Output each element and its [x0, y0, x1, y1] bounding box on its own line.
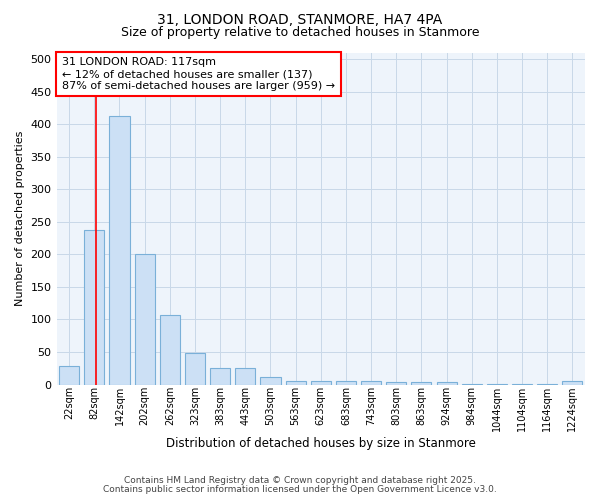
Text: Size of property relative to detached houses in Stanmore: Size of property relative to detached ho… [121, 26, 479, 39]
Bar [361, 380, 381, 384]
Text: Contains HM Land Registry data © Crown copyright and database right 2025.: Contains HM Land Registry data © Crown c… [124, 476, 476, 485]
Bar [185, 354, 205, 384]
Bar [59, 366, 79, 384]
Text: 31 LONDON ROAD: 117sqm
← 12% of detached houses are smaller (137)
87% of semi-de: 31 LONDON ROAD: 117sqm ← 12% of detached… [62, 58, 335, 90]
Bar [562, 382, 583, 384]
Bar [109, 116, 130, 384]
Bar [235, 368, 256, 384]
Text: 31, LONDON ROAD, STANMORE, HA7 4PA: 31, LONDON ROAD, STANMORE, HA7 4PA [157, 12, 443, 26]
Y-axis label: Number of detached properties: Number of detached properties [15, 131, 25, 306]
Bar [84, 230, 104, 384]
Bar [260, 378, 281, 384]
Bar [286, 380, 305, 384]
Bar [412, 382, 431, 384]
Bar [336, 382, 356, 384]
Bar [160, 315, 180, 384]
Bar [134, 254, 155, 384]
Text: Contains public sector information licensed under the Open Government Licence v3: Contains public sector information licen… [103, 485, 497, 494]
Bar [311, 382, 331, 384]
Bar [437, 382, 457, 384]
Bar [210, 368, 230, 384]
Bar [386, 382, 406, 384]
X-axis label: Distribution of detached houses by size in Stanmore: Distribution of detached houses by size … [166, 437, 476, 450]
